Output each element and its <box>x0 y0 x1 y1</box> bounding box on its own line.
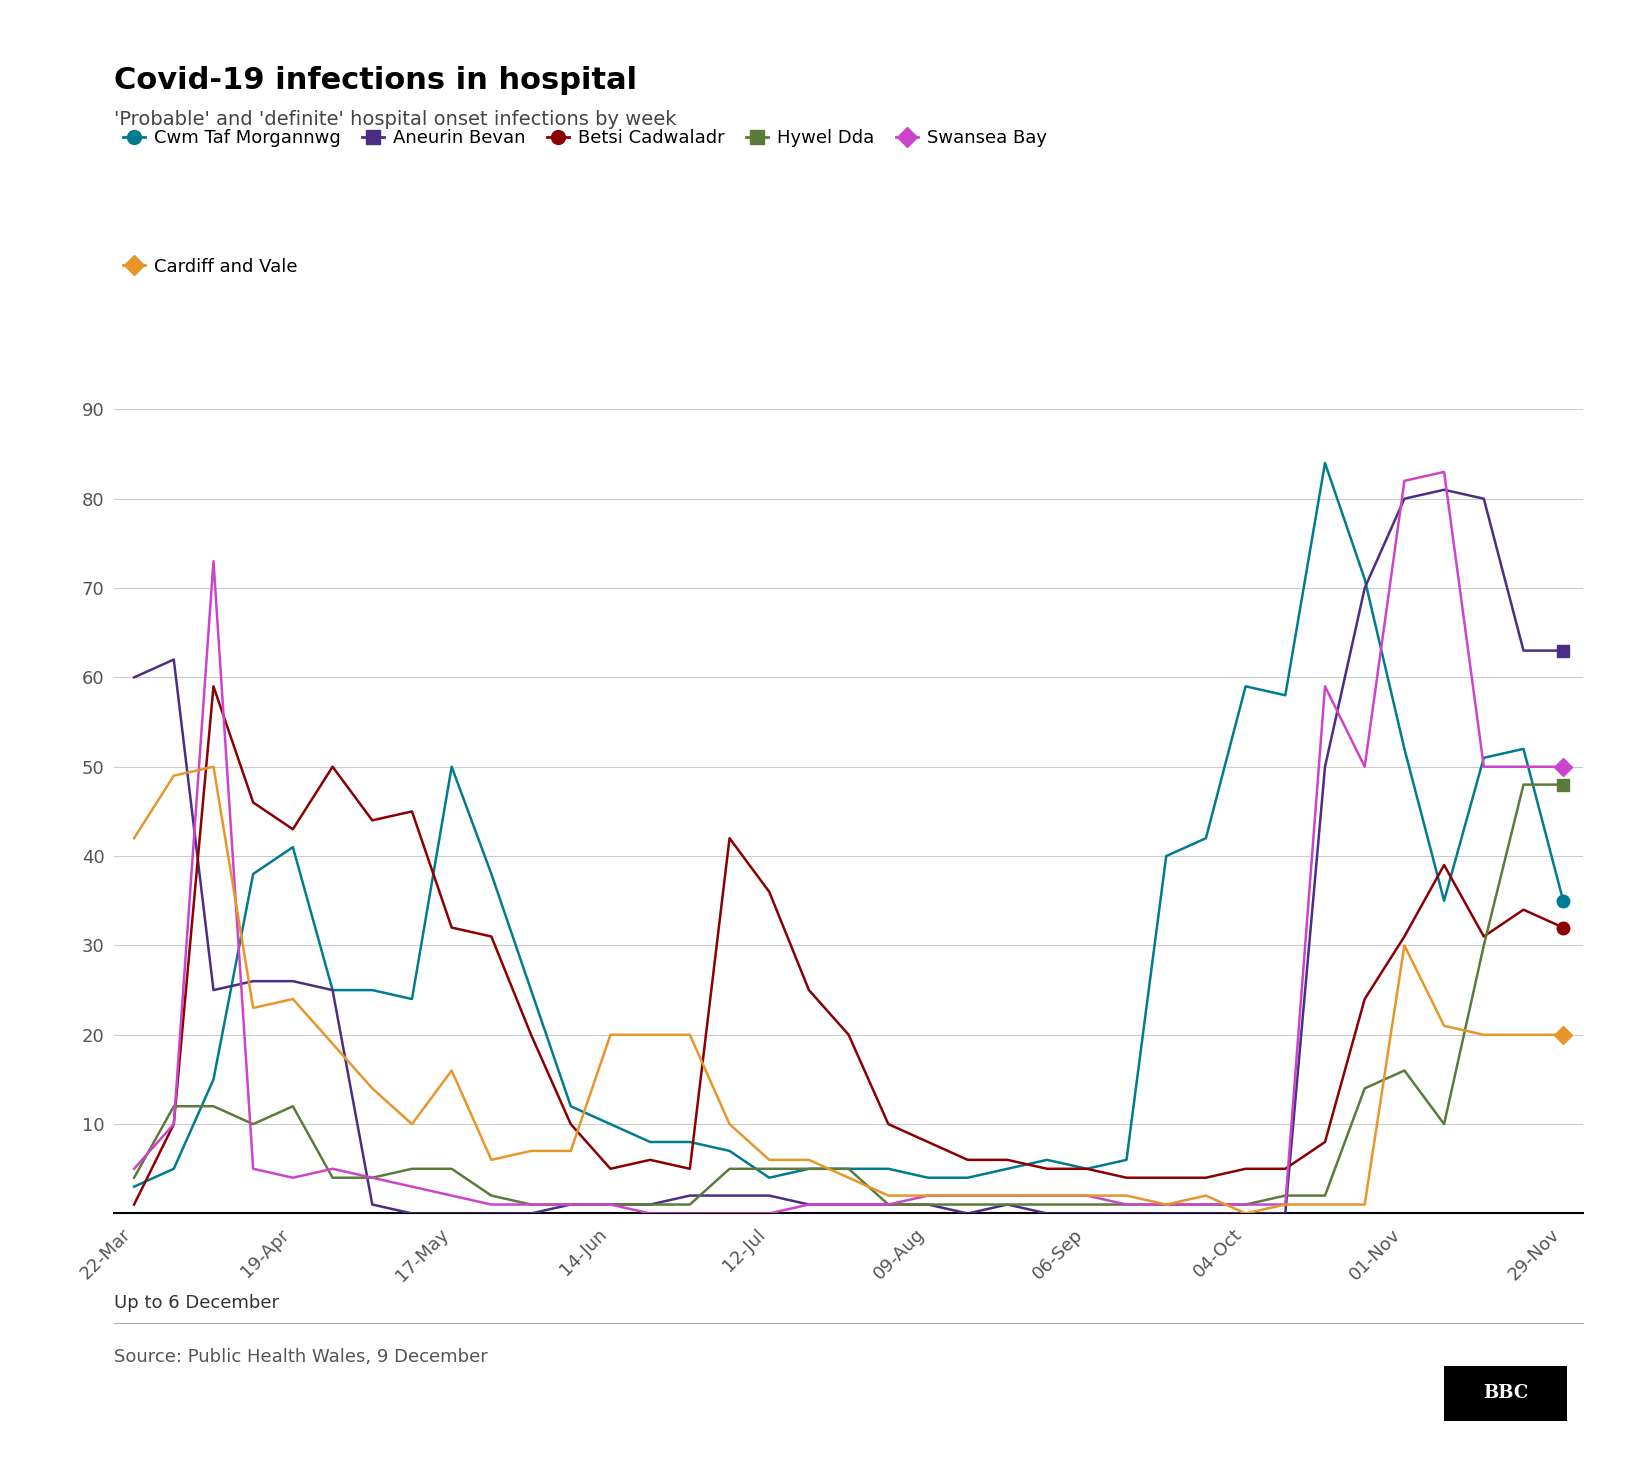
Text: Covid-19 infections in hospital: Covid-19 infections in hospital <box>114 66 638 95</box>
Legend: Cardiff and Vale: Cardiff and Vale <box>124 257 297 275</box>
Text: 'Probable' and 'definite' hospital onset infections by week: 'Probable' and 'definite' hospital onset… <box>114 110 677 129</box>
Text: BBC: BBC <box>1483 1385 1528 1402</box>
Text: Up to 6 December: Up to 6 December <box>114 1294 279 1311</box>
Text: Source: Public Health Wales, 9 December: Source: Public Health Wales, 9 December <box>114 1348 488 1366</box>
